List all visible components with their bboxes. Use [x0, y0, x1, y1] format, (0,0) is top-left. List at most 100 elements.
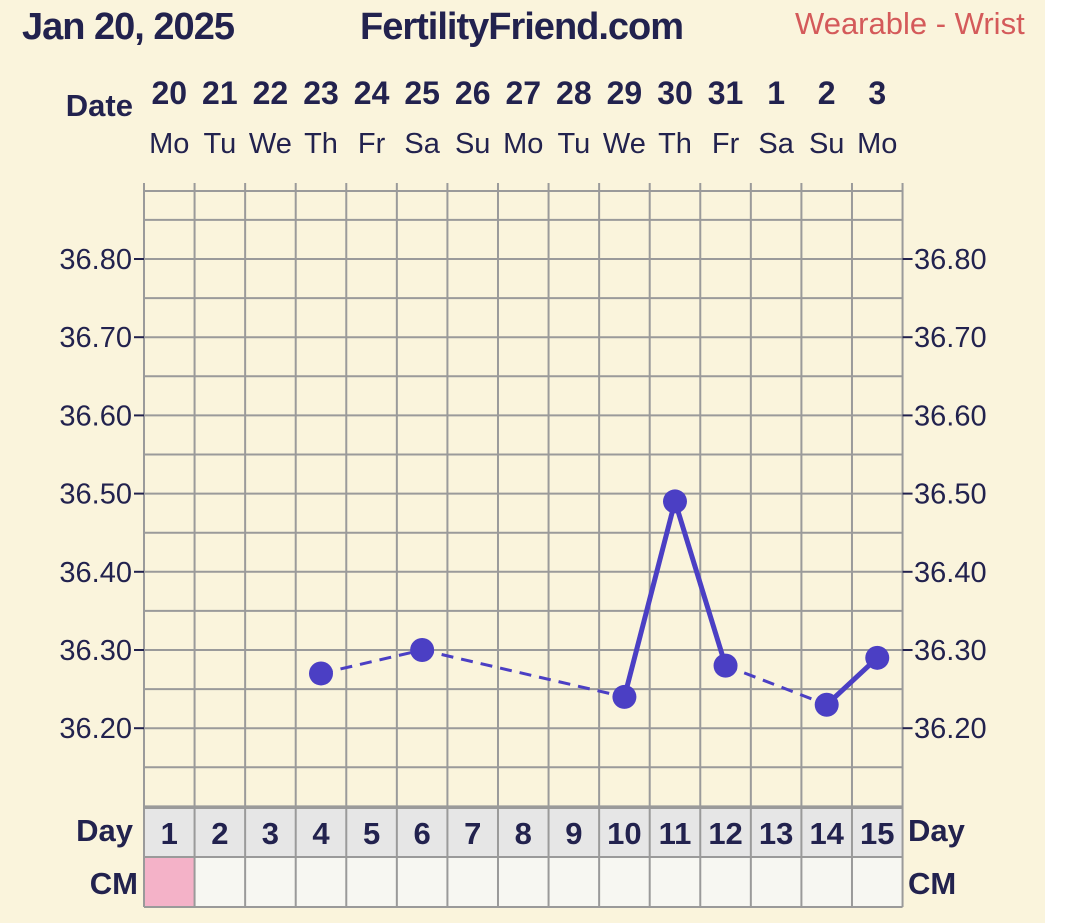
cycle-day-label: 8 [515, 816, 532, 851]
weekday-label: Mo [149, 128, 189, 160]
cycle-day-label: 13 [759, 816, 793, 851]
y-tick-label-left: 36.30 [59, 635, 132, 667]
cycle-day-label: 7 [464, 816, 481, 851]
y-tick-label-right: 36.30 [914, 635, 987, 667]
y-tick-label-right: 36.70 [914, 322, 987, 354]
cycle-day-label: 9 [565, 816, 582, 851]
y-tick-label-left: 36.20 [59, 713, 132, 745]
date-label: 3 [868, 75, 886, 111]
y-tick-label-right: 36.20 [914, 713, 987, 745]
y-tick-label-right: 36.60 [914, 400, 987, 432]
cm-cell [396, 857, 448, 907]
cm-cell [497, 857, 549, 907]
day-cell [548, 808, 600, 857]
day-cell [447, 808, 498, 857]
day-cell [599, 808, 650, 857]
page-margin [1045, 0, 1080, 923]
weekday-label: Sa [404, 128, 440, 160]
temp-segment-gap [320, 648, 423, 675]
y-tick-label-left: 36.60 [59, 400, 132, 432]
cm-cell [144, 857, 195, 907]
weekday-label: Su [809, 128, 844, 160]
cycle-day-label: 12 [708, 816, 742, 851]
temp-segment [621, 500, 678, 698]
day-cell [750, 808, 802, 857]
weekday-label: Th [304, 128, 338, 160]
cm-cell [750, 857, 802, 907]
date-label: 25 [404, 75, 440, 111]
cm-cell [700, 857, 751, 907]
date-label: 30 [657, 75, 693, 111]
date-label: 29 [607, 75, 643, 111]
date-label: 31 [708, 75, 744, 111]
temp-point [612, 684, 637, 709]
weekday-label: Tu [557, 128, 590, 160]
day-cell [245, 808, 296, 857]
cm-cell [346, 857, 397, 907]
chart-background [0, 0, 1045, 923]
cell-backgrounds [144, 808, 903, 907]
temp-segment-gap [725, 664, 828, 707]
temp-segment [672, 500, 728, 667]
day-cell [801, 808, 852, 857]
y-tick-label-left: 36.80 [59, 244, 132, 276]
temperature-source: Wearable - Wrist [795, 6, 1025, 41]
site-name: FertilityFriend.com [360, 6, 684, 48]
date-label: 21 [202, 75, 238, 111]
date-label: 28 [556, 75, 592, 111]
chart-grid [134, 183, 913, 908]
weekday-label: Fr [712, 128, 740, 160]
date-label: 27 [505, 75, 541, 111]
day-cell [346, 808, 397, 857]
y-tick-label-left: 36.40 [59, 557, 132, 589]
cycle-day-label: 4 [312, 816, 330, 851]
weekday-label: Fr [358, 128, 386, 160]
cm-cell [599, 857, 650, 907]
date-label: 23 [303, 75, 339, 111]
weekday-label: Th [658, 128, 692, 160]
date-label: 26 [455, 75, 491, 111]
day-cell [497, 808, 549, 857]
day-cell [700, 808, 751, 857]
temp-segment-gap [421, 648, 625, 699]
chart-start-date: Jan 20, 2025 [22, 6, 235, 48]
day-cell [649, 808, 701, 857]
weekday-label: Su [455, 128, 490, 160]
day-cell [194, 808, 246, 857]
cm-cell [447, 857, 498, 907]
temp-point [308, 661, 333, 686]
date-label: 2 [818, 75, 836, 111]
temp-point [865, 645, 890, 670]
day-row-label-left: Day [76, 813, 134, 848]
weekday-label: We [603, 128, 646, 160]
cm-row-label-right: CM [908, 866, 956, 901]
cycle-day-label: 6 [414, 816, 431, 851]
cm-cell [295, 857, 347, 907]
weekday-label: We [249, 128, 292, 160]
weekday-label: Sa [758, 128, 794, 160]
y-tick-label-right: 36.80 [914, 244, 987, 276]
cycle-day-label: 1 [161, 816, 178, 851]
y-tick-label-left: 36.70 [59, 322, 132, 354]
temperature-points [308, 489, 890, 717]
cm-row-label-left: CM [90, 866, 138, 901]
date-label: 1 [767, 75, 785, 111]
cm-cell [801, 857, 852, 907]
temp-point [410, 638, 435, 662]
cm-cell [245, 857, 296, 907]
cycle-day-label: 14 [809, 816, 844, 851]
weekday-label: Mo [857, 128, 897, 160]
cycle-day-label: 15 [860, 816, 894, 851]
y-tick-label-right: 36.50 [914, 479, 987, 511]
cycle-day-label: 11 [659, 816, 692, 851]
temp-point [662, 489, 687, 514]
cycle-day-label: 5 [363, 816, 380, 851]
day-row-label-right: Day [908, 813, 966, 848]
day-cell [144, 808, 195, 857]
cycle-day-label: 10 [607, 816, 641, 851]
date-label: 22 [253, 75, 289, 111]
weekday-label: Mo [503, 128, 543, 160]
y-tick-label-right: 36.40 [914, 557, 987, 589]
